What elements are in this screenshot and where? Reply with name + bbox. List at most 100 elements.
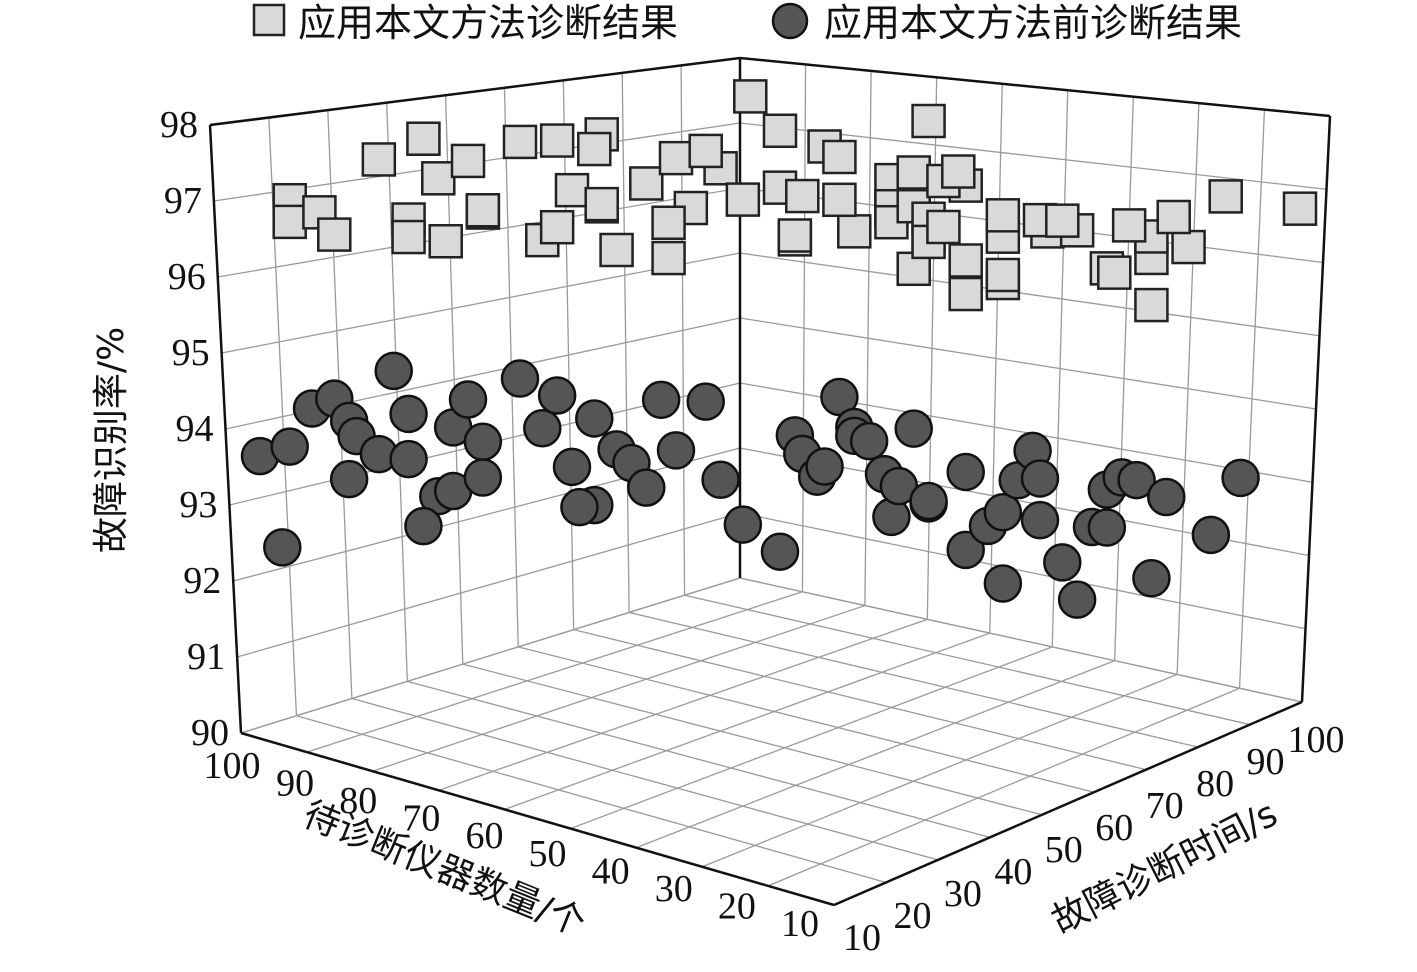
data-point-after [785,178,820,214]
data-point-after [1171,229,1206,265]
axis-line [240,731,835,907]
instruments-tick-label: 30 [655,868,693,910]
data-point-before [627,468,666,507]
data-point-before [560,487,599,527]
z-tick-label: 93 [179,484,217,526]
grid-line [462,663,1043,816]
data-point-after [1282,191,1318,226]
data-point-after [926,209,961,245]
data-point-after [465,193,501,228]
grid-line [217,187,741,278]
data-point-before [463,422,503,462]
grid-line [636,660,1115,849]
data-point-before [1147,477,1186,517]
axis-line [833,700,1303,907]
data-point-after [554,172,590,208]
data-point-before [1057,580,1097,619]
data-point-after [317,217,352,252]
legend: 应用本文方法诊断结果 应用本文方法前诊断结果 [252,1,1242,45]
legend-marker-square [252,3,286,37]
data-point-after [688,133,723,169]
grid-line [628,611,1199,748]
data-point-after [822,182,857,218]
data-point-before [270,427,309,466]
grid-line [236,512,741,658]
z-tick-label: 95 [172,332,210,374]
data-point-after [822,139,857,175]
data-point-after [502,124,538,160]
time-tick-label: 60 [1095,807,1133,849]
grid-line [684,594,1251,726]
grid-line [739,512,1306,630]
instruments-tick-label: 70 [402,798,440,840]
grid-line [518,646,1095,793]
data-point-before [463,458,503,497]
data-point-after [658,140,694,176]
data-point-after [948,276,983,312]
instruments-tick-label: 100 [204,745,261,787]
data-point-after [651,240,686,276]
data-point-after [406,121,441,156]
data-point-before [686,382,725,421]
data-point-before [909,481,948,521]
data-point-after [629,166,664,201]
z-tick-label: 91 [187,636,225,678]
data-point-after [896,155,931,190]
data-point-before [1221,458,1260,498]
data-point-after [272,204,307,240]
grid-line [1238,109,1266,689]
data-points [240,79,1318,619]
grid-line [438,618,928,791]
data-point-after [421,161,456,196]
z-tick-label: 96 [168,256,206,298]
data-point-before [805,447,844,486]
axis-line [739,56,1331,118]
data-point-before [723,505,763,544]
data-point-before [983,564,1023,603]
z-tick-label: 90 [191,712,229,754]
grid-line [739,317,1317,410]
data-point-before [1087,508,1127,547]
time-tick-label: 30 [944,873,982,915]
time-tick-label: 80 [1196,763,1234,805]
data-point-after [985,257,1021,293]
data-point-before [1020,459,1060,498]
time-tick-label: 70 [1146,785,1184,827]
data-point-before [701,460,740,499]
grid-line [407,680,991,838]
data-point-after [1134,287,1169,323]
instruments-tick-label: 20 [718,885,756,927]
data-point-before [552,447,592,487]
data-point-after [577,131,612,167]
data-point-after [1045,203,1080,238]
data-point-before [641,380,681,420]
data-point-after [1111,208,1147,243]
grid-line [233,447,741,582]
grid-line [801,64,807,592]
grid-line [386,102,408,682]
data-point-after [361,142,397,177]
data-point-before [946,530,985,570]
grid-line [989,83,1003,634]
data-point-after [762,113,798,149]
data-point-after [725,182,761,217]
data-point-before [1043,543,1082,582]
instruments-tick-label: 80 [339,780,377,822]
data-point-before [374,351,413,391]
time-tick-label: 100 [1288,719,1345,761]
axis-line [208,124,243,734]
instruments-tick-label: 40 [592,850,630,892]
data-point-before [404,506,443,546]
data-point-before [500,359,540,398]
data-point-before [263,528,302,567]
data-point-before [1020,500,1060,540]
data-point-after [584,186,619,222]
instruments-tick-label: 10 [781,903,819,945]
time-tick-label: 20 [893,895,931,937]
data-point-after [391,219,426,255]
time-tick-label: 90 [1247,741,1285,783]
data-point-after [948,243,983,278]
data-point-before [656,431,696,470]
grid-line [621,72,630,613]
